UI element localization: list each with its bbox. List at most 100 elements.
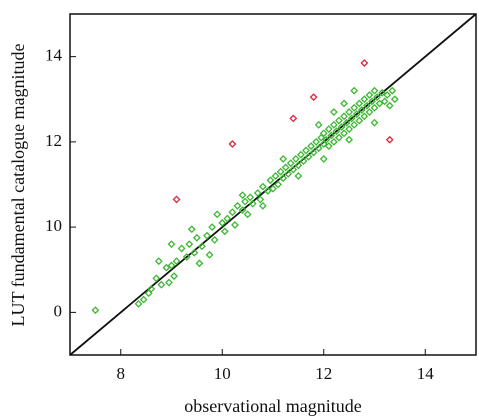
x-tick-label: 14 <box>417 364 435 383</box>
y-tick-label: 14 <box>45 46 63 65</box>
point <box>360 112 369 121</box>
point <box>355 116 364 125</box>
point <box>350 120 359 129</box>
point <box>294 161 303 170</box>
x-tick-label: 12 <box>315 364 332 383</box>
point <box>284 169 293 178</box>
point <box>365 91 374 99</box>
point <box>335 116 343 125</box>
point <box>248 199 257 208</box>
y-tick-label: 12 <box>45 131 62 150</box>
point <box>203 231 211 240</box>
point <box>319 155 328 163</box>
point <box>370 103 379 112</box>
point <box>350 86 359 95</box>
point <box>271 172 280 180</box>
point <box>329 137 338 146</box>
point <box>368 97 376 106</box>
point <box>256 195 265 204</box>
point <box>238 206 247 214</box>
point <box>319 129 328 138</box>
point <box>228 208 237 217</box>
point <box>281 163 290 172</box>
point <box>324 125 333 134</box>
point <box>269 184 277 193</box>
point <box>134 299 143 308</box>
point <box>243 210 252 219</box>
point <box>258 182 267 191</box>
point <box>312 137 321 146</box>
point <box>314 144 323 153</box>
identity-line <box>69 13 477 356</box>
point <box>296 150 305 159</box>
point <box>264 186 272 195</box>
point <box>345 125 354 134</box>
point <box>233 201 242 210</box>
point <box>322 135 331 144</box>
plot-frame <box>69 13 477 356</box>
point <box>220 227 229 236</box>
point <box>380 97 389 106</box>
point <box>187 225 196 234</box>
point <box>340 112 348 121</box>
point <box>190 248 199 257</box>
point <box>154 257 163 266</box>
point <box>246 193 255 202</box>
point <box>276 167 285 176</box>
point <box>139 295 148 304</box>
point <box>299 157 308 165</box>
point <box>172 195 181 204</box>
point <box>144 289 153 298</box>
point <box>370 118 379 127</box>
point <box>360 95 369 104</box>
point <box>205 250 214 259</box>
x-tick-label: 8 <box>117 364 126 383</box>
point <box>266 176 275 185</box>
point <box>385 135 394 144</box>
point <box>332 127 341 136</box>
x-tick-label: 10 <box>214 364 231 383</box>
point <box>345 108 354 116</box>
point <box>373 93 381 102</box>
point <box>170 272 178 281</box>
point <box>213 210 222 219</box>
point <box>360 59 369 67</box>
point <box>357 105 366 114</box>
point <box>238 191 247 200</box>
point <box>347 114 356 123</box>
point <box>195 259 204 268</box>
point <box>165 278 173 287</box>
point <box>223 214 232 223</box>
point <box>378 88 387 97</box>
point <box>345 135 354 144</box>
point <box>279 155 288 163</box>
point <box>208 223 217 232</box>
point <box>294 172 303 180</box>
point <box>258 201 267 210</box>
point <box>314 120 323 129</box>
point <box>167 261 176 270</box>
point <box>218 218 227 227</box>
point <box>385 101 394 110</box>
point <box>362 101 371 110</box>
point <box>157 280 166 289</box>
point <box>253 189 262 197</box>
point <box>350 103 359 112</box>
point <box>337 123 346 131</box>
point <box>241 197 250 206</box>
point <box>340 129 348 138</box>
point <box>324 142 333 151</box>
point <box>365 108 374 116</box>
point <box>340 99 348 108</box>
point <box>375 99 384 108</box>
point <box>185 240 194 249</box>
point <box>198 242 206 251</box>
point <box>309 148 318 157</box>
point <box>352 110 361 119</box>
point <box>291 155 300 163</box>
point <box>274 180 282 189</box>
point <box>192 233 201 242</box>
point <box>231 221 239 229</box>
point <box>91 306 100 315</box>
y-tick-label: 10 <box>45 216 62 235</box>
